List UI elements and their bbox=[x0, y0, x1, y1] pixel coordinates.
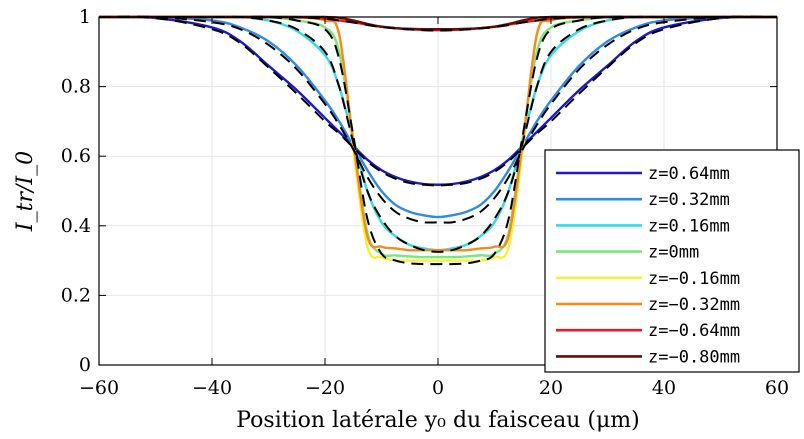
x-tick-label: 20 bbox=[539, 377, 563, 399]
legend-items: z=0.64mm z=0.32mm z=0.16mm z=0mm z=−0.16mm z=… bbox=[556, 164, 740, 367]
y-axis-label: I_tr/I_0 bbox=[13, 151, 38, 232]
y-tick-label: 0.8 bbox=[61, 76, 91, 98]
series-line-1 bbox=[99, 15, 777, 219]
legend-label-2: z=0.16mm bbox=[648, 216, 730, 236]
x-tick-label: 40 bbox=[652, 377, 676, 399]
fit-layer bbox=[99, 15, 777, 266]
legend-label-0: z=0.64mm bbox=[648, 164, 730, 184]
x-tick-labels: −60 −40 −20 0 20 40 60 bbox=[79, 377, 789, 399]
y-tick-label: 0.4 bbox=[61, 215, 91, 237]
axis-ticks bbox=[98, 16, 778, 366]
fit-line-2 bbox=[99, 15, 777, 253]
fit-line-0 bbox=[99, 15, 777, 187]
legend-label-7: z=−0.80mm bbox=[648, 347, 740, 367]
x-tick-label: −60 bbox=[79, 377, 119, 399]
x-axis-label: Position latérale y₀ du faisceau (μm) bbox=[236, 408, 639, 433]
legend-label-4: z=−0.16mm bbox=[648, 269, 740, 289]
y-tick-label: 0.2 bbox=[61, 284, 91, 306]
legend: z=0.64mm z=0.32mm z=0.16mm z=0mm z=−0.16mm z=… bbox=[544, 149, 800, 373]
legend-label-5: z=−0.32mm bbox=[648, 295, 740, 315]
x-tick-label: 0 bbox=[432, 377, 444, 399]
y-tick-labels: 0 0.2 0.4 0.6 0.8 1 bbox=[61, 6, 91, 376]
fit-line-3 bbox=[99, 15, 777, 266]
x-tick-label: −40 bbox=[192, 377, 232, 399]
y-tick-label: 0.6 bbox=[61, 145, 91, 167]
legend-box bbox=[544, 149, 800, 373]
legend-label-1: z=0.32mm bbox=[648, 190, 730, 210]
series-line-0 bbox=[99, 15, 777, 186]
y-tick-label: 0 bbox=[79, 354, 91, 376]
legend-label-3: z=0mm bbox=[648, 243, 699, 263]
x-tick-label: 60 bbox=[765, 377, 789, 399]
y-tick-label: 1 bbox=[79, 6, 91, 28]
legend-label-6: z=−0.64mm bbox=[648, 321, 740, 341]
plot-series-group bbox=[99, 15, 777, 266]
fit-line-1 bbox=[99, 15, 777, 224]
x-tick-label: −20 bbox=[305, 377, 345, 399]
